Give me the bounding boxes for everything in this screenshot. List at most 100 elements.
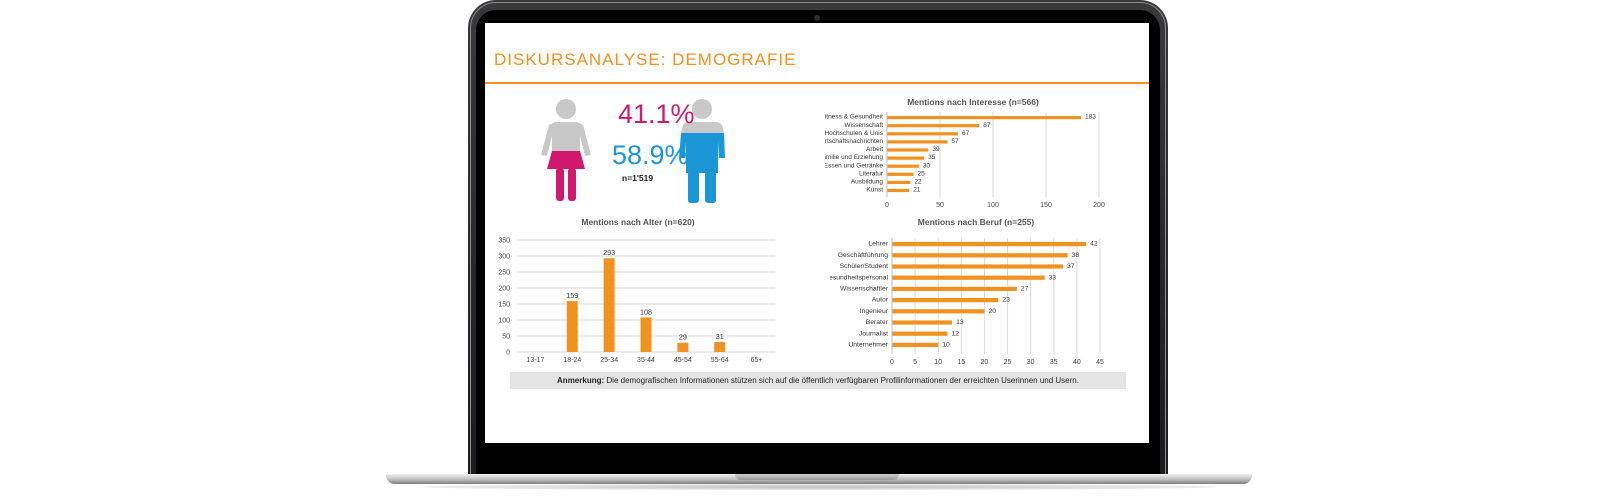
profession-bar (892, 286, 1017, 291)
profession-bar (892, 275, 1045, 280)
gender-icons (541, 99, 725, 203)
age-chart-title: Mentions nach Alter (n=620) (581, 217, 694, 227)
profession-category-label: Journalist (859, 330, 888, 337)
age-bar (640, 317, 652, 352)
footnote: Anmerkung: Die demografischen Informatio… (510, 372, 1126, 389)
age-x-tick-label: 25-34 (600, 357, 618, 364)
interest-chart: Mentions nach Interesse (n=566) 0 50 100 150… (825, 97, 1105, 209)
age-data-label: 108 (640, 307, 652, 316)
interest-data-label: 183 (1085, 114, 1096, 121)
profession-data-label: 37 (1067, 263, 1075, 270)
profession-x-tick-label: 40 (1073, 359, 1081, 366)
male-person-icon (679, 99, 725, 203)
profession-data-label: 20 (988, 308, 996, 315)
profession-data-label: 13 (956, 319, 964, 326)
interest-data-label: 67 (962, 130, 970, 137)
interest-bar (887, 172, 914, 176)
interest-category-label: Literatur (859, 170, 884, 177)
interest-x-tick-label: 50 (936, 202, 944, 209)
profession-data-label: 12 (951, 330, 959, 337)
profession-chart: Mentions nach Beruf (n=255) 0 5 10 15 20 25 30 3… (830, 217, 1104, 366)
interest-data-label: 39 (932, 146, 940, 153)
female-person-icon (541, 99, 591, 201)
profession-category-label: Berater (866, 319, 889, 326)
profession-x-tick-label: 20 (981, 359, 989, 366)
profession-x-tick-label: 45 (1096, 359, 1104, 366)
interest-data-label: 30 (923, 162, 931, 169)
age-x-tick-label: 18-24 (563, 357, 581, 364)
profession-x-tick-label: 30 (1027, 359, 1035, 366)
interest-bar (887, 124, 980, 128)
interest-bar (887, 148, 929, 152)
profession-bar (892, 264, 1064, 269)
interest-x-tick-label: 150 (1040, 202, 1052, 209)
profession-category-label: Geschäftführung (838, 252, 888, 259)
profession-category-label: Schüler/Student (840, 263, 888, 270)
gender-sample-size: n=1'519 (622, 173, 654, 183)
interest-category-label: Hochschulen & Unis (825, 130, 884, 137)
interest-data-label: 35 (928, 154, 936, 161)
age-y-tick-label: 300 (498, 254, 510, 261)
profession-bar (892, 253, 1068, 258)
profession-bar (892, 320, 953, 325)
profession-x-tick-label: 5 (913, 359, 917, 366)
age-x-tick-label: 45-54 (674, 357, 692, 364)
interest-category-label: Kunst (866, 187, 883, 194)
interest-bar (887, 116, 1081, 120)
age-bar (566, 301, 578, 352)
profession-category-label: Lehrer (868, 241, 888, 248)
footnote-text: Die demografischen Informationen stützen… (606, 376, 1079, 385)
interest-category-label: Familie und Erziehung (825, 154, 883, 161)
webcam-icon (814, 15, 820, 21)
slide-screen: DISKURSANALYSE: DEMOGRAFIE 41.1% 58.9% n… (485, 23, 1149, 443)
profession-bar (892, 331, 948, 336)
profession-data-label: 27 (1021, 286, 1029, 293)
age-x-tick-label: 65+ (751, 357, 763, 364)
interest-data-label: 57 (951, 138, 959, 145)
title-divider (485, 82, 1149, 84)
profession-bar (892, 342, 939, 347)
age-y-tick-label: 0 (506, 350, 510, 357)
profession-data-label: 42 (1090, 241, 1098, 248)
footnote-label: Anmerkung: (557, 376, 605, 385)
interest-x-tick-label: 200 (1093, 202, 1105, 209)
age-x-tick-label: 35-44 (637, 357, 655, 364)
age-y-tick-label: 200 (498, 286, 510, 293)
age-data-label: 159 (566, 291, 578, 300)
interest-data-label: 22 (914, 179, 922, 186)
interest-bar (887, 156, 925, 160)
age-x-tick-label: 13-17 (526, 357, 544, 364)
interest-bar (887, 188, 910, 193)
profession-x-tick-label: 0 (890, 359, 894, 366)
profession-data-label: 38 (1072, 252, 1080, 259)
profession-category-label: Gesundheitspersonal (830, 274, 888, 281)
interest-data-label: 25 (918, 170, 926, 177)
laptop-shadow (420, 484, 1218, 490)
profession-chart-title: Mentions nach Beruf (n=255) (918, 217, 1035, 227)
age-y-tick-label: 100 (498, 318, 510, 325)
age-bar (677, 342, 689, 352)
profession-bar (892, 309, 985, 314)
interest-data-label: 87 (983, 122, 991, 129)
interest-category-label: Ausbildung (851, 179, 884, 186)
interest-chart-title: Mentions nach Interesse (n=566) (907, 97, 1039, 107)
male-percentage: 58.9% (612, 140, 689, 170)
interest-category-label: Arbeit (866, 146, 883, 153)
female-percentage: 41.1% (618, 99, 695, 129)
profession-category-label: Ingenieur (860, 308, 889, 315)
age-data-label: 31 (716, 332, 724, 341)
interest-bar (887, 180, 911, 184)
age-bar (603, 258, 615, 352)
age-chart: Mentions nach Alter (n=620) 0 50 100 150 200 2… (498, 217, 775, 364)
profession-category-label: Unternehmer (848, 342, 888, 349)
interest-category-label: Wirtschaftsnachrichten (825, 138, 883, 145)
age-y-tick-label: 350 (498, 238, 510, 245)
interest-x-tick-label: 0 (885, 202, 889, 209)
interest-category-label: Fitness & Gesundheit (825, 114, 883, 121)
profession-x-tick-label: 35 (1050, 359, 1058, 366)
age-data-label: 293 (603, 248, 615, 257)
age-y-tick-label: 150 (498, 302, 510, 309)
interest-category-label: Wissenschaft (844, 122, 883, 129)
age-y-tick-label: 50 (502, 334, 510, 341)
age-bar (714, 342, 726, 352)
